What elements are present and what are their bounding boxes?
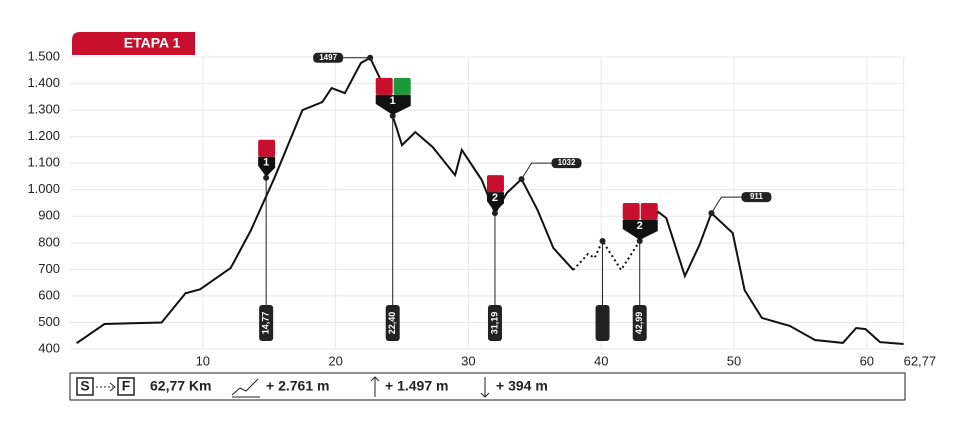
arrow-head <box>109 382 116 392</box>
badge-icon <box>640 202 658 220</box>
km-label: 22,40 <box>387 312 397 335</box>
gain: + 2.761 m <box>266 378 329 394</box>
distance: 62,77 Km <box>150 378 211 394</box>
y-tick-label: 900 <box>38 208 60 223</box>
y-tick-label: 500 <box>38 314 60 329</box>
y-tick-label: 700 <box>38 261 60 276</box>
km-box <box>487 305 502 341</box>
badge-icon <box>622 202 640 220</box>
y-tick-label: 1.300 <box>27 102 60 117</box>
badge-number: 1 <box>390 95 396 107</box>
gain-icon <box>231 378 260 398</box>
km-box <box>632 305 647 341</box>
km-box <box>259 305 274 341</box>
x-tick-label: 30 <box>461 353 475 368</box>
y-tick-label: 400 <box>38 340 60 355</box>
peak-label: 911 <box>750 192 763 201</box>
badge-pointer <box>622 219 658 240</box>
marker-point <box>389 112 396 119</box>
footer-box <box>69 372 906 401</box>
title-tab <box>72 32 195 55</box>
chart-title: ETAPA 1 <box>124 35 181 51</box>
y-tick-label: 1.200 <box>27 128 60 143</box>
peak-box <box>313 52 344 63</box>
y-tick-label: 600 <box>38 287 60 302</box>
km-box <box>385 305 400 341</box>
x-tick-label: 40 <box>594 353 608 368</box>
y-tick-label: 800 <box>38 234 60 249</box>
marker-point <box>599 237 606 244</box>
max-icon <box>370 376 380 397</box>
x-tick-label: 20 <box>328 353 342 368</box>
x-tick-label: 62,77 <box>904 353 937 368</box>
km-label: 42,99 <box>634 312 644 335</box>
km-box <box>595 305 610 341</box>
y-tick-label: 1.000 <box>27 181 60 196</box>
peak-box <box>741 192 772 203</box>
badge-icon <box>258 139 276 157</box>
badge-icon <box>375 77 393 95</box>
badge-number: 1 <box>263 157 269 169</box>
peak-leader <box>711 196 742 214</box>
x-tick-label: 60 <box>860 353 874 368</box>
y-tick-label: 1.100 <box>27 155 60 170</box>
finish-box <box>117 377 135 396</box>
badge-pointer <box>375 94 411 115</box>
badge-number: 2 <box>637 220 643 232</box>
km-label: 31,19 <box>489 312 499 335</box>
badge-icon <box>486 175 504 193</box>
marker-point <box>636 237 643 244</box>
x-tick-label: 10 <box>196 353 210 368</box>
start-box <box>76 377 94 396</box>
peak-leader <box>521 162 552 180</box>
marker-point <box>491 210 498 217</box>
peak-label: 1032 <box>558 158 576 167</box>
km-label: 14,77 <box>261 312 271 335</box>
peak-label: 1497 <box>319 53 337 62</box>
min-elevation: + 394 m <box>496 378 548 394</box>
x-tick-label: 50 <box>727 353 741 368</box>
badge-number: 2 <box>492 192 498 204</box>
badge-icon <box>393 77 411 95</box>
min-icon <box>480 377 490 398</box>
marker-point <box>263 174 270 181</box>
elevation-line <box>572 238 641 272</box>
start: S <box>80 378 89 394</box>
badge-pointer <box>486 192 504 213</box>
max-elevation: + 1.497 m <box>385 378 448 394</box>
y-tick-label: 1.400 <box>27 75 60 90</box>
peak-box <box>551 158 582 169</box>
badge-pointer <box>258 156 276 177</box>
finish: F <box>122 378 131 394</box>
y-tick-label: 1.500 <box>27 48 60 63</box>
